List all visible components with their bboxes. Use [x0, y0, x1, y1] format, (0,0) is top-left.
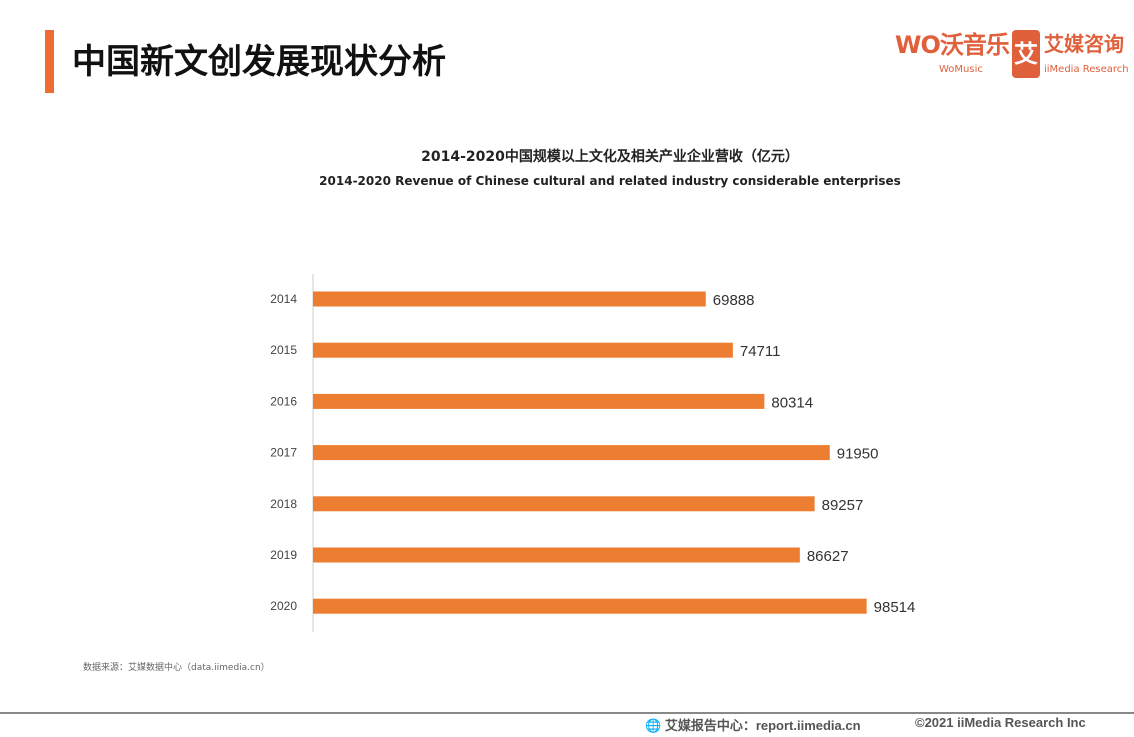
data-label: 80314	[771, 394, 813, 411]
footer-copyright: ©2021 iiMedia Research Inc	[915, 715, 1086, 730]
womusic-logo: WO沃音乐 WoMusic	[895, 31, 1010, 75]
bar	[313, 598, 867, 614]
iimedia-logo: 艾 艾媒咨询 iiMedia Research	[1012, 30, 1129, 78]
y-tick-label: 2015	[270, 343, 297, 357]
title-accent-bar	[45, 30, 54, 93]
data-label: 74711	[740, 343, 781, 360]
bar	[313, 547, 800, 563]
globe-icon: 🌐	[645, 718, 662, 733]
chart-title: 2014-2020中国规模以上文化及相关产业企业营收（亿元）	[421, 149, 799, 165]
footer-report-link[interactable]: 🌐 艾媒报告中心：report.iimedia.cn	[645, 718, 861, 733]
bar	[313, 393, 765, 409]
y-tick-label: 2019	[270, 548, 297, 562]
y-tick-label: 2018	[270, 497, 297, 511]
data-label: 86627	[807, 548, 849, 565]
y-tick-label: 2014	[270, 292, 297, 306]
y-tick-label: 2017	[270, 446, 297, 460]
bar	[313, 445, 830, 461]
data-label: 91950	[837, 446, 879, 463]
page-title: 中国新文创发展现状分析	[72, 42, 446, 82]
bar	[313, 496, 815, 512]
data-label: 98514	[874, 599, 916, 616]
y-tick-label: 2016	[270, 394, 297, 408]
bar	[313, 342, 733, 358]
data-label: 69888	[713, 292, 755, 309]
data-source: 数据来源：艾媒数据中心（data.iimedia.cn）	[83, 663, 270, 673]
data-label: 89257	[822, 497, 864, 514]
footer-divider	[0, 712, 1134, 714]
y-tick-label: 2020	[270, 599, 297, 613]
chart-subtitle: 2014-2020 Revenue of Chinese cultural an…	[319, 174, 901, 188]
bar	[313, 291, 706, 307]
